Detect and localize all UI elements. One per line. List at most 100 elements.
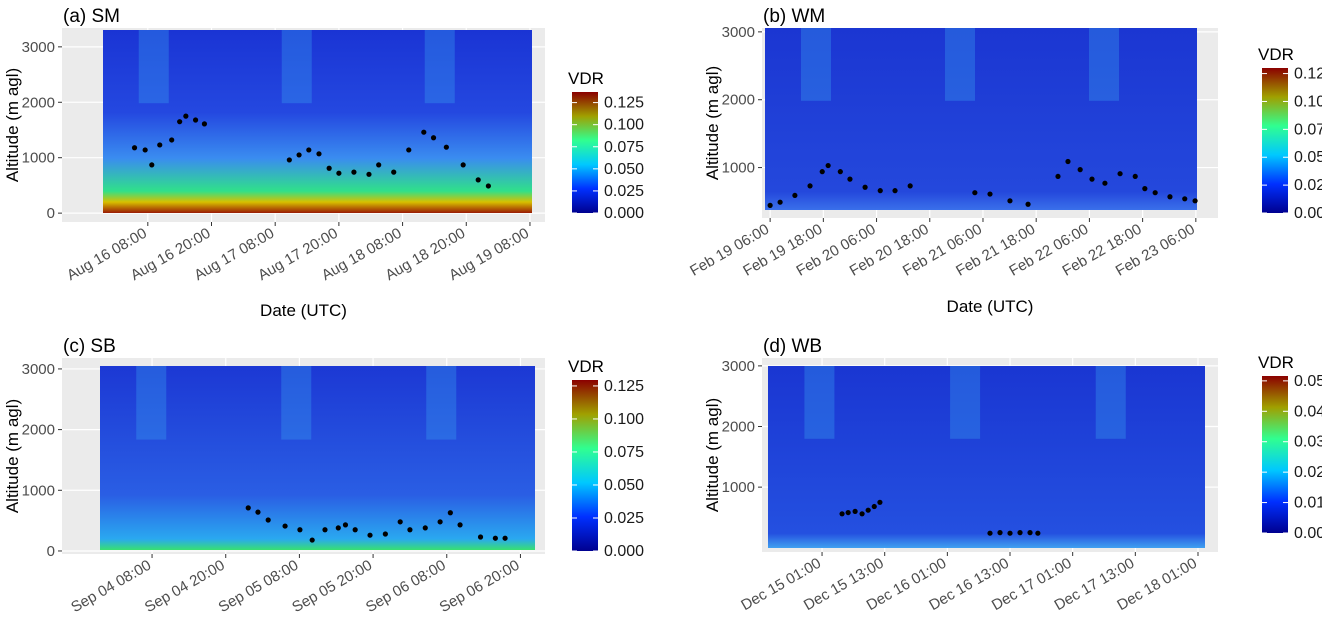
y-tick-label: 0 [47, 543, 55, 560]
colorbar-title: VDR [568, 69, 604, 88]
y-tick-label: 2000 [722, 92, 755, 109]
mixing-height-point [282, 523, 288, 529]
y-tick-label: 3000 [722, 358, 755, 375]
colorbar [572, 92, 598, 213]
colorbar-tick-label: 0.100 [604, 117, 644, 134]
mixing-height-point [437, 519, 443, 525]
colorbar [1262, 376, 1288, 533]
colorbar-tick-label: 0.03 [1294, 434, 1322, 451]
mixing-height-point [1132, 173, 1138, 180]
colorbar-tick-label: 0.00 [1294, 525, 1322, 542]
mixing-height-point [1065, 158, 1071, 165]
colorbar-tick-label: 0.04 [1294, 403, 1322, 420]
noise-column [281, 30, 312, 104]
noise-column [1095, 366, 1126, 439]
colorbar-tick-label: 0.050 [604, 477, 644, 494]
x-tick-label: Sep 04 20:00 [142, 557, 228, 616]
mixing-height-point [336, 170, 342, 176]
mixing-height-point [201, 121, 208, 127]
mixing-height-point [421, 129, 427, 135]
colorbar [572, 380, 598, 551]
mixing-height-point [1089, 176, 1095, 182]
mixing-height-point [485, 183, 491, 189]
mixing-height-point [142, 147, 148, 153]
mixing-height-point [502, 535, 508, 541]
colorbar-tick-label: 0.01 [1294, 495, 1322, 512]
panel-title: (d) WB [763, 336, 822, 357]
y-axis-label: Altitude (m agl) [703, 398, 722, 512]
mixing-height-point [477, 534, 484, 540]
mixing-height-point [907, 183, 913, 189]
y-tick-label: 2000 [722, 419, 755, 436]
mixing-height-point [871, 503, 877, 510]
mixing-height-point [877, 499, 883, 505]
mixing-height-point [297, 527, 303, 533]
mixing-height-point [457, 522, 463, 528]
mixing-height-point [1027, 530, 1033, 536]
mixing-height-point [1102, 180, 1108, 186]
colorbar-tick-label: 0.05 [1294, 373, 1322, 390]
colorbar-tick-label: 0.100 [1294, 93, 1322, 110]
y-tick-label: 2000 [22, 422, 55, 439]
mixing-height-point [177, 119, 183, 125]
mixing-height-point [1167, 194, 1173, 200]
colorbar-tick-label: 0.125 [1294, 66, 1322, 83]
mixing-height-point [157, 142, 163, 148]
colorbar-tick-label: 0.025 [604, 510, 644, 527]
mixing-height-point [382, 531, 388, 537]
x-tick-label: Sep 05 08:00 [216, 557, 302, 616]
colorbar-tick-label: 0.000 [604, 543, 644, 560]
y-tick-label: 2000 [22, 94, 55, 111]
mixing-height-point [335, 525, 341, 531]
colorbar-tick-label: 0.025 [604, 183, 644, 200]
mixing-height-point [366, 171, 372, 177]
mixing-height-point [1055, 173, 1061, 180]
mixing-height-point [367, 532, 373, 538]
mixing-height-point [131, 145, 138, 151]
mixing-height-point [245, 505, 251, 511]
mixing-height-point [862, 184, 868, 190]
colorbar-tick-label: 0.125 [604, 95, 644, 112]
colorbar-tick-label: 0.025 [1294, 177, 1322, 194]
colorbar-tick-label: 0.02 [1294, 464, 1322, 481]
mixing-height-point [255, 509, 261, 515]
mixing-height-point [183, 113, 189, 119]
y-tick-label: 3000 [22, 361, 55, 378]
y-tick-label: 3000 [22, 39, 55, 56]
y-tick-label: 1000 [722, 160, 755, 177]
panel-title: (b) WM [763, 6, 825, 27]
vdr-image [100, 366, 535, 550]
x-tick-label: Sep 06 20:00 [437, 557, 523, 616]
mixing-height-point [865, 507, 871, 513]
mixing-height-point [397, 519, 403, 525]
vdr-image [765, 28, 1197, 210]
mixing-height-point [997, 530, 1003, 536]
panel-title: (a) SM [63, 6, 120, 27]
mixing-height-point [1142, 186, 1148, 192]
noise-column [138, 30, 169, 104]
colorbar-title: VDR [568, 357, 604, 376]
x-axis-label: Date (UTC) [947, 297, 1034, 316]
x-tick-label: Sep 05 20:00 [289, 557, 375, 616]
mixing-height-point [972, 190, 978, 196]
noise-column [426, 366, 457, 440]
noise-column [1089, 28, 1119, 101]
noise-column [804, 366, 835, 439]
noise-column [950, 366, 981, 439]
mixing-height-point [316, 151, 322, 157]
mixing-height-point [1182, 196, 1188, 202]
colorbar [1262, 68, 1288, 213]
colorbar-tick-label: 0.050 [604, 161, 644, 178]
mixing-height-point [839, 511, 845, 517]
mixing-height-point [1117, 171, 1123, 177]
colorbar-tick-label: 0.050 [1294, 149, 1322, 166]
mixing-height-point [1017, 530, 1023, 536]
mixing-height-point [892, 188, 898, 194]
colorbar-tick-label: 0.075 [604, 139, 644, 156]
x-tick-label: Sep 04 08:00 [68, 557, 154, 616]
noise-column [136, 366, 167, 440]
mixing-height-point [265, 517, 271, 523]
